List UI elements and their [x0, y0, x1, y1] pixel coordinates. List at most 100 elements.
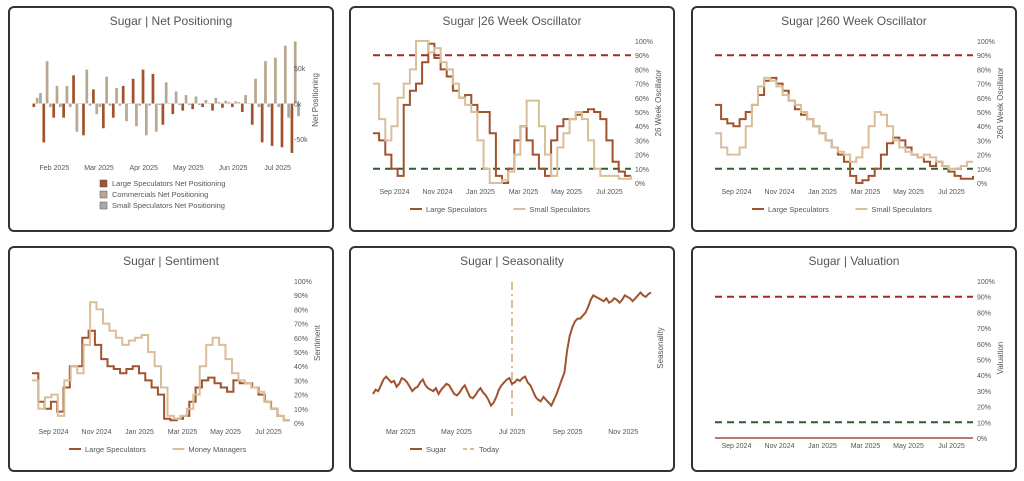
y-tick-label: 40%: [977, 373, 991, 380]
small-spec-bar: [277, 103, 281, 108]
large-spec-bar: [201, 103, 204, 108]
small-spec-bar: [168, 103, 171, 105]
large-spec-bar: [101, 103, 105, 129]
commercials-bar: [204, 100, 208, 104]
x-tick-label: Mar 2025: [509, 189, 539, 196]
y-tick-label: 0%: [294, 421, 304, 428]
legend-label: Commercials Net Positioning: [112, 190, 208, 199]
small-spec-bar: [257, 103, 261, 108]
y-tick-label: 60%: [635, 96, 649, 103]
legend-label: Large Speculators: [768, 205, 829, 214]
commercials-bar: [224, 100, 228, 104]
oscillator-26-panel: Sugar |26 Week Oscillator 100% 90% 80% 70% 6…: [349, 6, 675, 232]
small-spec-bar: [197, 103, 201, 105]
commercials-bar: [174, 91, 178, 104]
small-spec-bar: [207, 103, 211, 105]
sentiment-panel: Sugar | Sentiment 100% 90% 80% 70% 60% 50% 40%…: [8, 246, 334, 472]
seasonality-chart: Seasonality Mar 2025 May 2025 Jul 2025 Sep 2…: [372, 282, 665, 454]
small-spec-bar: [287, 103, 290, 118]
x-tick-label: May 2025: [210, 429, 241, 436]
small-spec-bar: [78, 103, 82, 105]
chart-title: Sugar | Seasonality: [460, 254, 564, 268]
x-tick-label: Jan 2025: [808, 189, 837, 196]
legend-label: Small Speculators: [529, 205, 590, 214]
large-spec-bar: [131, 78, 135, 104]
valuation-chart: 100% 90% 80% 70% 60% 50% 40% 30% 20% 10% 0% Valuati…: [715, 279, 1005, 450]
y-tick-label: 0%: [635, 181, 645, 188]
commercials-bar: [194, 96, 198, 104]
large-spec-bar: [32, 103, 36, 108]
y-tick-label: 20%: [977, 153, 991, 160]
y-tick-label: 60%: [977, 342, 991, 349]
legend-swatch: [99, 201, 108, 210]
y-tick-label: 0%: [977, 436, 987, 443]
legend-label: Today: [479, 445, 499, 454]
small-spec-bar: [227, 102, 231, 104]
x-tick-label: Jul 2025: [938, 443, 965, 450]
y-axis-label: Sentiment: [313, 324, 322, 361]
small-spec-bar: [118, 103, 122, 106]
y-tick-label: 50k: [294, 66, 306, 73]
y-tick-label: 60%: [294, 336, 308, 343]
commercials-bar: [154, 103, 158, 132]
large-spec-bar: [42, 103, 46, 143]
series-line: [373, 40, 632, 184]
commercials-bar: [55, 85, 59, 104]
x-tick-label: Nov 2024: [765, 443, 795, 450]
large-spec-bar: [240, 103, 244, 112]
oscillator-260-chart: 100% 90% 80% 70% 60% 50% 40% 30% 20% 10% 0% 260 Wee…: [715, 39, 1005, 214]
large-spec-bar: [260, 103, 264, 143]
x-tick-label: May 2025: [441, 429, 472, 436]
large-spec-bar: [121, 85, 125, 104]
y-tick-label: 40%: [635, 124, 649, 131]
y-tick-label: 30%: [635, 138, 649, 145]
legend-label: Small Speculators Net Positioning: [112, 201, 225, 210]
commercials-bar: [45, 61, 49, 104]
x-tick-label: Sep 2025: [553, 429, 583, 436]
commercials-bar: [164, 82, 168, 104]
legend-label: Sugar: [426, 445, 447, 454]
x-tick-label: Nov 2024: [82, 429, 112, 436]
commercials-bar: [95, 103, 99, 115]
y-tick-label: 80%: [635, 67, 649, 74]
small-spec-bar: [178, 103, 181, 105]
commercials-bar: [214, 97, 218, 104]
chart-title: Sugar | Net Positioning: [109, 14, 233, 28]
x-tick-label: Mar 2025: [168, 429, 198, 436]
x-tick-label: May 2025: [551, 189, 582, 196]
y-tick-label: 70%: [635, 82, 649, 89]
y-tick-label: 50%: [977, 110, 991, 117]
commercials-bar: [125, 103, 128, 122]
small-spec-bar: [88, 103, 92, 106]
y-tick-label: 100%: [294, 279, 312, 286]
small-spec-bar: [217, 102, 221, 104]
x-tick-label: Jan 2025: [466, 189, 495, 196]
y-axis-label: 26 Week Oscillator: [654, 69, 663, 136]
commercials-bar: [135, 103, 138, 127]
y-tick-label: 80%: [977, 67, 991, 74]
x-tick-label: Mar 2025: [851, 189, 881, 196]
x-tick-label: Jul 2025: [938, 189, 965, 196]
commercials-bar: [244, 95, 247, 104]
small-spec-bar: [39, 92, 42, 104]
small-spec-bar: [58, 103, 62, 108]
net-positioning-panel: Sugar | Net Positioning 50k 0k -50k Net Pos…: [8, 6, 334, 232]
legend-swatch: [99, 179, 108, 188]
commercials-bar: [35, 97, 39, 104]
x-tick-label: Jul 2025: [596, 189, 623, 196]
legend-label: Large Speculators: [85, 445, 146, 454]
y-tick-label: 10%: [294, 407, 308, 414]
x-tick-label: Mar 2025: [84, 165, 114, 172]
y-tick-label: -50k: [294, 137, 308, 144]
chart-title: Sugar | Sentiment: [123, 254, 219, 268]
series-line: [715, 76, 973, 170]
small-spec-bar: [108, 103, 112, 106]
commercials-bar: [85, 69, 89, 104]
x-tick-label: Nov 2025: [608, 429, 638, 436]
commercials-bar: [274, 57, 277, 104]
x-tick-label: Nov 2024: [423, 189, 453, 196]
x-tick-label: Feb 2025: [40, 165, 70, 172]
y-tick-label: 0%: [977, 181, 987, 188]
small-spec-bar: [247, 103, 251, 105]
chart-title: Sugar | Valuation: [808, 254, 900, 268]
